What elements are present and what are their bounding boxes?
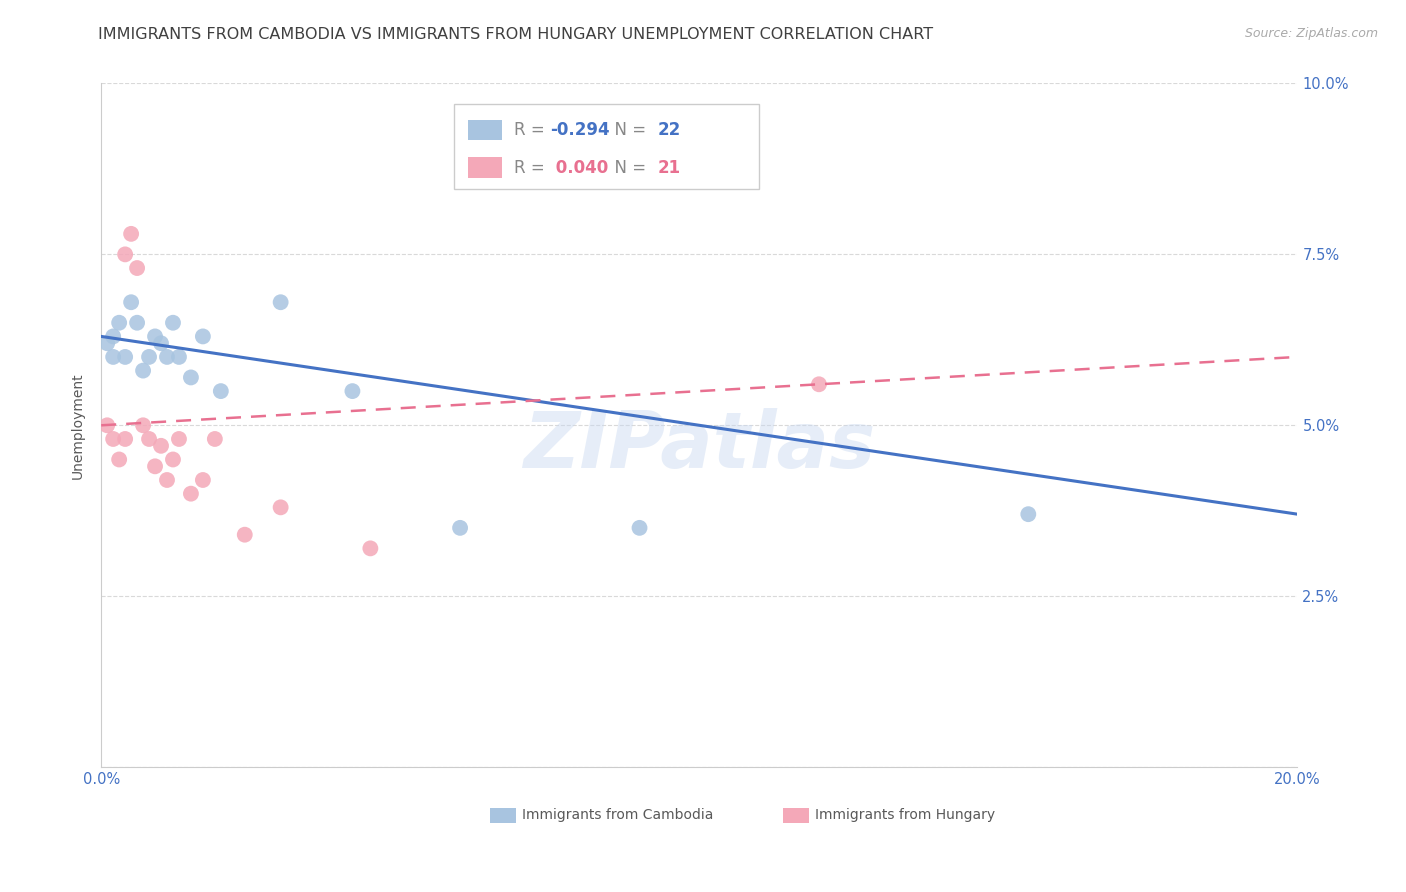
Point bbox=[342, 384, 364, 398]
Point bbox=[101, 329, 124, 343]
Point bbox=[449, 521, 471, 535]
Point bbox=[156, 350, 179, 364]
Text: R =: R = bbox=[515, 159, 544, 177]
Point bbox=[167, 432, 190, 446]
Point bbox=[156, 473, 179, 487]
Point bbox=[270, 295, 292, 310]
Point bbox=[209, 384, 232, 398]
Point bbox=[1017, 507, 1039, 521]
Point bbox=[96, 418, 118, 433]
Point bbox=[359, 541, 381, 556]
Text: Immigrants from Cambodia: Immigrants from Cambodia bbox=[522, 808, 714, 822]
Text: Source: ZipAtlas.com: Source: ZipAtlas.com bbox=[1244, 27, 1378, 40]
Point bbox=[101, 350, 124, 364]
Point bbox=[270, 500, 292, 515]
Point bbox=[101, 432, 124, 446]
FancyBboxPatch shape bbox=[783, 808, 810, 823]
Text: R =: R = bbox=[515, 121, 544, 139]
Text: 22: 22 bbox=[658, 121, 681, 139]
Point bbox=[233, 527, 256, 541]
Point bbox=[132, 418, 155, 433]
Point bbox=[150, 336, 173, 351]
Text: N =: N = bbox=[603, 121, 645, 139]
Text: N =: N = bbox=[603, 159, 645, 177]
Text: 21: 21 bbox=[658, 159, 681, 177]
Point bbox=[191, 329, 214, 343]
Text: Immigrants from Hungary: Immigrants from Hungary bbox=[815, 808, 995, 822]
FancyBboxPatch shape bbox=[468, 157, 502, 178]
Text: 0.040: 0.040 bbox=[550, 159, 607, 177]
Point bbox=[132, 363, 155, 377]
FancyBboxPatch shape bbox=[491, 808, 516, 823]
Point bbox=[138, 350, 160, 364]
Point bbox=[120, 227, 142, 241]
Point bbox=[628, 521, 651, 535]
Point bbox=[150, 439, 173, 453]
FancyBboxPatch shape bbox=[454, 104, 759, 189]
Point bbox=[114, 350, 136, 364]
Text: IMMIGRANTS FROM CAMBODIA VS IMMIGRANTS FROM HUNGARY UNEMPLOYMENT CORRELATION CHA: IMMIGRANTS FROM CAMBODIA VS IMMIGRANTS F… bbox=[98, 27, 934, 42]
Point bbox=[108, 316, 131, 330]
Y-axis label: Unemployment: Unemployment bbox=[72, 372, 86, 479]
Point bbox=[114, 247, 136, 261]
Point bbox=[138, 432, 160, 446]
Point bbox=[127, 260, 149, 275]
Point bbox=[96, 336, 118, 351]
Point bbox=[127, 316, 149, 330]
Point bbox=[108, 452, 131, 467]
Text: ZIPatlas: ZIPatlas bbox=[523, 408, 876, 483]
Point bbox=[120, 295, 142, 310]
Point bbox=[143, 459, 166, 474]
Point bbox=[807, 377, 830, 392]
Point bbox=[204, 432, 226, 446]
Point bbox=[167, 350, 190, 364]
FancyBboxPatch shape bbox=[468, 120, 502, 140]
Point bbox=[143, 329, 166, 343]
Point bbox=[180, 486, 202, 500]
Point bbox=[162, 452, 184, 467]
Point bbox=[191, 473, 214, 487]
Text: -0.294: -0.294 bbox=[550, 121, 609, 139]
Point bbox=[162, 316, 184, 330]
Point bbox=[180, 370, 202, 384]
Point bbox=[114, 432, 136, 446]
